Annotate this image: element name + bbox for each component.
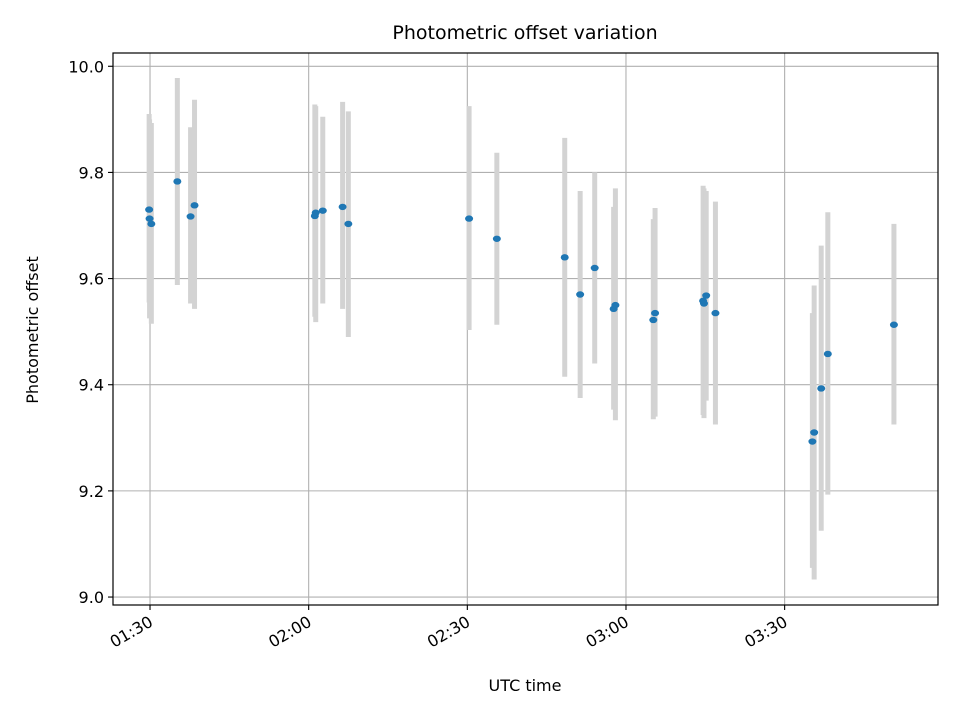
data-point bbox=[590, 264, 599, 272]
data-point bbox=[699, 300, 708, 307]
data-point bbox=[560, 254, 569, 261]
data-point bbox=[173, 178, 182, 185]
data-points bbox=[145, 178, 898, 445]
data-point bbox=[338, 203, 347, 211]
data-point bbox=[145, 215, 154, 222]
y-tick-label: 9.8 bbox=[79, 163, 104, 182]
y-tick-label: 9.4 bbox=[79, 376, 104, 395]
data-point bbox=[311, 209, 320, 216]
data-point bbox=[889, 321, 898, 328]
data-point bbox=[190, 202, 199, 209]
y-tick-label: 9.0 bbox=[79, 588, 104, 607]
data-point bbox=[318, 207, 327, 214]
chart-title: Photometric offset variation bbox=[392, 22, 657, 44]
y-tick-label: 9.2 bbox=[79, 482, 104, 501]
data-point bbox=[817, 385, 826, 392]
y-tick-label: 10.0 bbox=[68, 57, 104, 76]
y-tick-label: 9.6 bbox=[79, 270, 104, 289]
data-point bbox=[649, 316, 658, 324]
y-axis-label: Photometric offset bbox=[23, 256, 42, 404]
x-axis-label: UTC time bbox=[489, 676, 562, 695]
plot-frame bbox=[112, 52, 939, 606]
y-axis-ticks: 9.0 9.2 9.4 9.6 9.8 10.0 bbox=[68, 57, 113, 607]
data-point bbox=[810, 429, 819, 436]
data-point bbox=[465, 215, 474, 222]
data-point bbox=[611, 301, 620, 309]
data-point bbox=[651, 309, 660, 317]
data-point bbox=[808, 438, 817, 445]
data-point bbox=[147, 220, 156, 228]
data-point bbox=[702, 292, 711, 299]
data-point bbox=[711, 309, 720, 317]
data-point bbox=[576, 291, 585, 298]
data-point bbox=[823, 350, 832, 358]
data-point bbox=[492, 235, 501, 242]
data-point bbox=[344, 220, 353, 228]
data-point bbox=[145, 206, 154, 213]
data-point bbox=[186, 213, 195, 220]
